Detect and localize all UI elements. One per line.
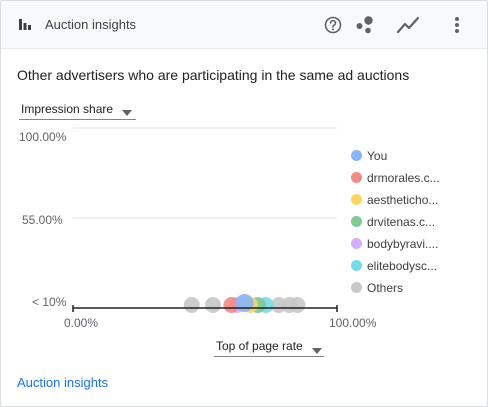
- bar-chart-icon: [18, 17, 32, 36]
- legend-swatch: [351, 194, 362, 205]
- legend-label: elitebodysc...: [367, 259, 438, 273]
- metric-dropdown[interactable]: Impression share: [19, 99, 136, 120]
- dropdown-arrow-icon: [122, 103, 132, 121]
- legend-swatch: [351, 238, 362, 249]
- legend-label: drvitenas.c...: [367, 215, 436, 229]
- legend-label: You: [367, 149, 388, 163]
- scatter-point[interactable]: [235, 294, 254, 312]
- legend-swatch: [351, 260, 362, 271]
- x-axis-metric-dropdown[interactable]: Top of page rate: [214, 338, 324, 357]
- legend-item[interactable]: aestheticho...: [349, 193, 459, 215]
- scatter-point[interactable]: [204, 297, 221, 313]
- line-chart-icon[interactable]: [396, 13, 420, 37]
- legend-swatch: [351, 172, 362, 183]
- legend-item[interactable]: bodybyravi....: [349, 237, 459, 259]
- auction-insights-link[interactable]: Auction insights: [17, 375, 109, 390]
- more-vert-icon[interactable]: [445, 13, 469, 37]
- chart-legend: You drmorales.c... aestheticho... drvitenas…: [349, 149, 459, 303]
- legend-label: Others: [367, 281, 404, 295]
- legend-swatch: [351, 216, 362, 227]
- help-icon[interactable]: [321, 13, 345, 37]
- scatter-plot: [72, 127, 338, 313]
- scatter-chart-icon[interactable]: [353, 13, 377, 37]
- legend-item[interactable]: elitebodysc...: [349, 259, 459, 281]
- x-axis-dropdown-value: Top of page rate: [216, 339, 303, 353]
- scatter-point[interactable]: [183, 297, 200, 313]
- legend-label: drmorales.c...: [367, 171, 440, 185]
- scatter-point[interactable]: [223, 297, 240, 313]
- y-tick-label: 55.00%: [22, 213, 63, 227]
- x-tick-label: 0.00%: [64, 316, 99, 330]
- card-header: Auction insights: [1, 1, 487, 49]
- dropdown-arrow-icon: [312, 341, 322, 359]
- legend-item[interactable]: You: [349, 149, 459, 171]
- legend-swatch: [351, 150, 362, 161]
- legend-item[interactable]: drmorales.c...: [349, 171, 459, 193]
- y-tick-label: < 10%: [32, 295, 67, 309]
- metric-dropdown-value: Impression share: [21, 102, 114, 116]
- card-subtitle: Other advertisers who are participating …: [17, 67, 410, 83]
- y-tick-label: 100.00%: [19, 130, 67, 144]
- legend-label: aestheticho...: [367, 193, 439, 207]
- scatter-point[interactable]: [289, 297, 306, 313]
- x-tick-label: 100.00%: [329, 316, 377, 330]
- legend-item[interactable]: drvitenas.c...: [349, 215, 459, 237]
- legend-swatch: [351, 282, 362, 293]
- legend-item[interactable]: Others: [349, 281, 459, 303]
- legend-label: bodybyravi....: [367, 237, 439, 251]
- card-title: Auction insights: [45, 17, 137, 32]
